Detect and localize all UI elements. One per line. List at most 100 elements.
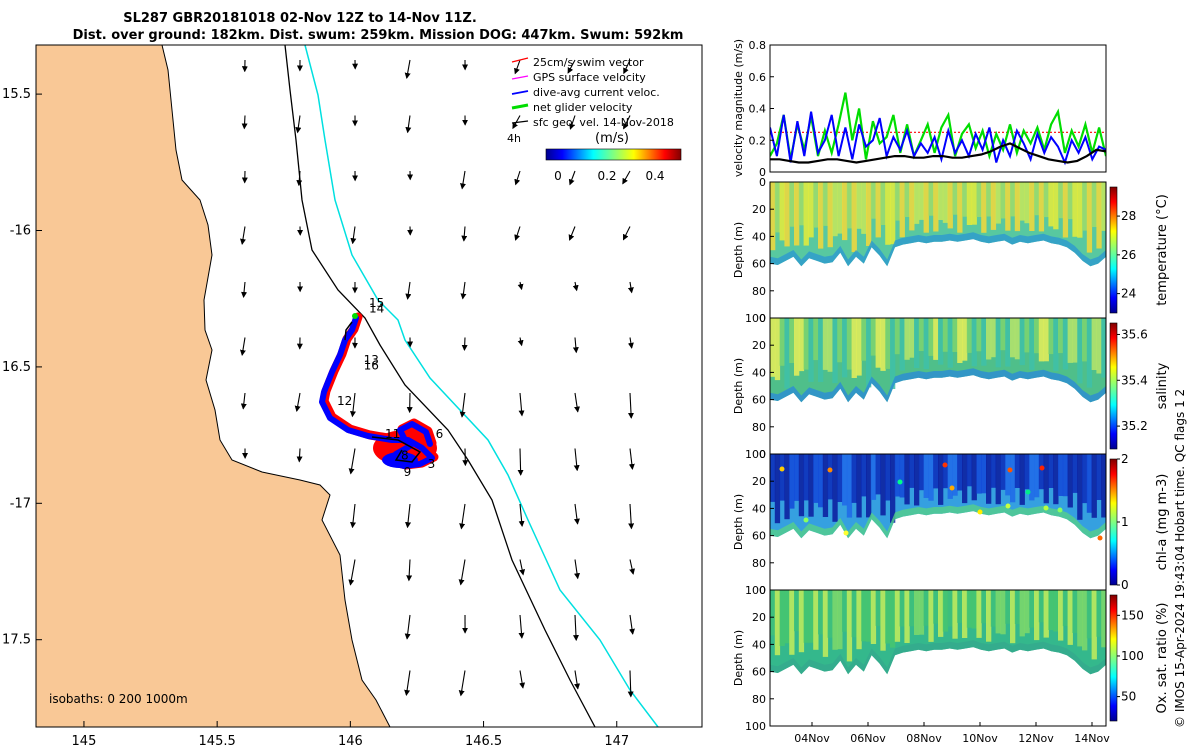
section-stripe bbox=[808, 318, 814, 382]
velocity-arrow bbox=[404, 59, 411, 79]
section-stripe bbox=[880, 318, 886, 371]
depth-ytick-label: 0 bbox=[759, 584, 766, 597]
section-stripe bbox=[1000, 454, 1006, 490]
colorbar-label: chl-a (mg m-3) bbox=[1155, 474, 1170, 571]
section-stripe bbox=[880, 182, 886, 225]
section-stripe bbox=[846, 590, 853, 662]
section-stripe bbox=[832, 454, 838, 522]
section-stripe bbox=[1019, 454, 1025, 505]
section-stripe bbox=[866, 590, 872, 642]
section-stripe bbox=[818, 182, 824, 249]
section-stripe bbox=[822, 182, 829, 226]
map-x-ticks: 145 145.5 146 146.5 147 bbox=[72, 721, 629, 749]
map-colorbar-tick-0: 0 bbox=[554, 169, 562, 183]
section-stripe bbox=[904, 590, 910, 643]
section-stripe bbox=[861, 182, 867, 234]
section-stripe bbox=[861, 318, 867, 361]
section-stripe bbox=[779, 318, 785, 366]
velocity-arrow bbox=[350, 503, 357, 529]
track-day-label: 9 bbox=[404, 465, 412, 479]
section-stripe bbox=[1096, 454, 1102, 500]
depth-ylabel: Depth (m) bbox=[732, 494, 745, 550]
map-ytick-label: -17 bbox=[10, 496, 31, 511]
section-stripe bbox=[990, 590, 997, 627]
age-label: 4h bbox=[507, 132, 521, 145]
section-stripe bbox=[846, 318, 853, 370]
section-stripe bbox=[952, 590, 958, 639]
velocity-arrow bbox=[574, 670, 581, 690]
section-stripe bbox=[1086, 182, 1093, 253]
section-stripe bbox=[1010, 454, 1016, 503]
section-stripe bbox=[1029, 454, 1035, 501]
section-stripe bbox=[1077, 454, 1083, 520]
section-stripe bbox=[822, 454, 829, 517]
velocity-arrow bbox=[514, 59, 521, 75]
section-stripe bbox=[774, 590, 781, 656]
section-stripe bbox=[1048, 590, 1054, 630]
section-stripe bbox=[1101, 590, 1106, 648]
section-stripe bbox=[928, 182, 934, 216]
section-stripe bbox=[981, 454, 987, 494]
section-stripe bbox=[990, 454, 997, 488]
velocity-arrow bbox=[406, 559, 413, 582]
section-stripe bbox=[923, 182, 929, 233]
velocity-arrow bbox=[404, 670, 411, 696]
section-stripe bbox=[1058, 318, 1064, 354]
velocity-arrow bbox=[517, 448, 524, 476]
section-stripe bbox=[803, 454, 809, 501]
section-stripe bbox=[1005, 182, 1011, 231]
section-stripe bbox=[976, 182, 982, 217]
chl-sample-dot bbox=[949, 485, 955, 491]
depth-ytick-label: 100 bbox=[745, 312, 766, 325]
section-stripe bbox=[822, 318, 829, 370]
section-stripe bbox=[837, 454, 843, 502]
section-stripe bbox=[851, 454, 857, 503]
section-stripe bbox=[798, 590, 805, 653]
time-tick-label: 10Nov bbox=[962, 732, 998, 745]
section-stripe bbox=[1096, 318, 1102, 374]
section-stripe bbox=[1091, 454, 1097, 518]
depth-ytick-label: 60 bbox=[752, 258, 766, 271]
section-stripe bbox=[942, 318, 949, 352]
section-stripe bbox=[933, 454, 939, 489]
section-stripe bbox=[1000, 318, 1006, 351]
section-stripe bbox=[966, 454, 973, 487]
section-stripe bbox=[1101, 182, 1106, 231]
velocity-arrow bbox=[574, 559, 580, 580]
colorbar-tick-label: 35.6 bbox=[1121, 327, 1148, 341]
time-axis: 04Nov 06Nov 08Nov 10Nov 12Nov 14Nov bbox=[794, 722, 1110, 745]
section-stripe bbox=[1038, 454, 1045, 490]
map-ytick-label: -16 bbox=[10, 224, 31, 239]
section-stripe bbox=[957, 590, 963, 623]
section-stripe bbox=[918, 182, 925, 220]
section-stripe bbox=[846, 454, 853, 518]
section-stripe bbox=[1053, 454, 1059, 505]
map-ytick-label: 16.5 bbox=[2, 360, 31, 375]
section-stripe bbox=[1043, 590, 1049, 638]
section-stripe bbox=[914, 318, 920, 368]
depth-panel-4: 0 20 40 60 80 100 Depth (m) 0 1 2 chl-a (mg m-3) bbox=[732, 448, 1170, 597]
section-stripe bbox=[909, 590, 915, 627]
section-stripe bbox=[986, 590, 992, 642]
section-stripe bbox=[1014, 454, 1021, 488]
section-stripe bbox=[861, 454, 867, 497]
section-stripe bbox=[890, 590, 896, 648]
section-stripe bbox=[1062, 590, 1069, 627]
section-stripe bbox=[808, 182, 814, 238]
depth-colorbar bbox=[1109, 594, 1118, 722]
section-stripe bbox=[774, 454, 781, 524]
section-stripe bbox=[842, 590, 848, 632]
section-stripe bbox=[1019, 590, 1025, 637]
section-stripe bbox=[832, 182, 838, 237]
velocity-arrow bbox=[240, 226, 246, 245]
section-stripe bbox=[1005, 590, 1011, 624]
velocity-arrow bbox=[628, 503, 635, 530]
section-stripe bbox=[1014, 182, 1021, 232]
velocity-series-line bbox=[770, 142, 1106, 164]
section-stripe bbox=[1038, 318, 1045, 362]
section-stripe bbox=[918, 318, 925, 351]
section-stripe bbox=[1029, 182, 1035, 231]
section-stripe bbox=[1005, 454, 1011, 496]
velocity-arrow bbox=[629, 614, 635, 635]
